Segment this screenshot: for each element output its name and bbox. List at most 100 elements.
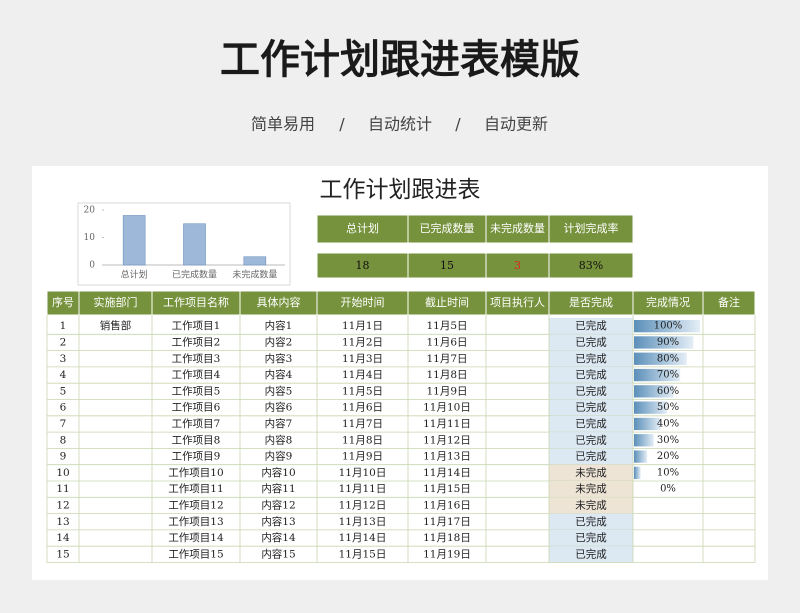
cell: 内容10 <box>261 466 295 479</box>
cell: 内容8 <box>265 433 293 446</box>
cell: 内容9 <box>265 450 293 463</box>
summary-value: 15 <box>440 259 454 272</box>
cell: 11月15日 <box>423 483 471 495</box>
y-tick-label: 0 <box>89 261 95 271</box>
cell: 11 <box>56 483 69 495</box>
status-cell <box>549 513 633 530</box>
cell: 11月13日 <box>423 451 471 463</box>
progress-bar <box>634 368 681 382</box>
status-cell <box>549 415 633 433</box>
cell: 已完成 <box>575 547 607 560</box>
column-header: 项目执行人 <box>490 295 545 309</box>
y-tick-label: 10 <box>84 233 96 243</box>
cell: 11月5日 <box>342 385 383 397</box>
cell: 工作项目10 <box>168 467 223 479</box>
cell: 13 <box>56 516 69 528</box>
summary-header-cell <box>548 214 634 244</box>
cell: 工作项目7 <box>172 418 221 430</box>
cell: 工作项目14 <box>168 532 224 544</box>
summary-value: 83% <box>579 259 603 272</box>
summary-value-cell <box>485 252 550 279</box>
cell: 内容2 <box>265 335 293 348</box>
status-cell <box>549 318 633 335</box>
cell: 11月9日 <box>342 451 383 463</box>
status-cell <box>549 399 633 416</box>
x-tick-label: 总计划 <box>121 269 148 281</box>
progress-bar <box>634 450 648 463</box>
subtitle: / <box>339 115 345 134</box>
summary-header-cell <box>407 214 487 244</box>
progress-label: 90% <box>657 337 679 348</box>
cell: 已完成 <box>575 368 607 381</box>
status-cell <box>549 334 633 351</box>
summary-header: 未完成数量 <box>490 221 545 235</box>
cell: 内容4 <box>265 368 293 381</box>
progress-label: 70% <box>657 370 679 381</box>
progress-bar <box>634 352 687 365</box>
x-tick-label: 已完成数量 <box>172 269 217 281</box>
cell: 11月11日 <box>423 418 471 430</box>
summary-header-cell <box>485 214 550 244</box>
summary-header: 已完成数量 <box>420 221 475 235</box>
cell: 11月7日 <box>342 418 383 430</box>
cell: 工作项目8 <box>172 434 221 446</box>
cell: 11月12日 <box>423 434 471 446</box>
cell: 内容14 <box>261 531 296 544</box>
summary-header: 计划完成率 <box>564 221 619 235</box>
column-header: 是否完成 <box>569 295 613 309</box>
cell: 12 <box>56 499 69 511</box>
status-cell <box>549 529 633 547</box>
cell: 5 <box>60 385 67 397</box>
cell: 工作项目13 <box>168 516 223 528</box>
cell: 工作项目15 <box>168 548 223 560</box>
cell: 内容7 <box>265 417 293 430</box>
header-cell <box>407 290 487 316</box>
cell: 内容5 <box>265 384 293 397</box>
cell: 内容15 <box>261 547 295 560</box>
cell: 工作项目12 <box>168 499 223 511</box>
cell: 已完成 <box>575 352 607 365</box>
cell: 11月8日 <box>342 434 383 446</box>
cell: 已完成 <box>575 319 607 332</box>
cell: 11月11日 <box>339 483 387 495</box>
cell: 已完成 <box>575 450 607 463</box>
status-cell <box>549 481 633 498</box>
subtitle: / <box>455 115 461 134</box>
progress-bar <box>634 336 694 349</box>
cell: 已完成 <box>575 335 607 348</box>
status-cell <box>549 350 633 367</box>
summary-header: 总计划 <box>346 221 379 235</box>
header-cell <box>46 290 80 316</box>
status-cell <box>549 383 633 400</box>
header-cell <box>485 290 550 316</box>
x-tick-label: 未完成数量 <box>232 269 277 281</box>
progress-bar <box>634 320 700 333</box>
status-cell <box>549 464 633 481</box>
cell: 11月19日 <box>423 548 471 560</box>
cell: 工作项目5 <box>172 385 221 397</box>
page-title: 工作计划跟进表模版 <box>220 37 580 83</box>
progress-bar <box>634 417 661 431</box>
cell: 11月12日 <box>339 499 387 511</box>
summary-header-cell <box>316 214 409 244</box>
status-cell <box>549 432 633 449</box>
cell: 已完成 <box>575 515 607 528</box>
progress-label: 40% <box>657 418 679 429</box>
cell: 11月16日 <box>423 499 471 511</box>
cell: 未完成 <box>575 482 607 495</box>
subtitle: 自动统计 <box>368 115 432 134</box>
progress-label: 80% <box>657 353 679 364</box>
cell: 工作项目2 <box>172 336 221 348</box>
cell: 15 <box>56 548 69 560</box>
cell: 内容1 <box>265 319 293 332</box>
cell: 已完成 <box>575 417 607 430</box>
column-header: 序号 <box>52 295 74 309</box>
header-cell <box>78 290 153 316</box>
bar <box>243 256 267 266</box>
bar <box>183 223 206 266</box>
cell: 11月3日 <box>342 353 383 365</box>
cell: 3 <box>60 353 67 365</box>
cell: 工作项目6 <box>172 402 221 414</box>
cell: 11月14日 <box>423 467 471 479</box>
progress-label: 20% <box>657 451 679 462</box>
